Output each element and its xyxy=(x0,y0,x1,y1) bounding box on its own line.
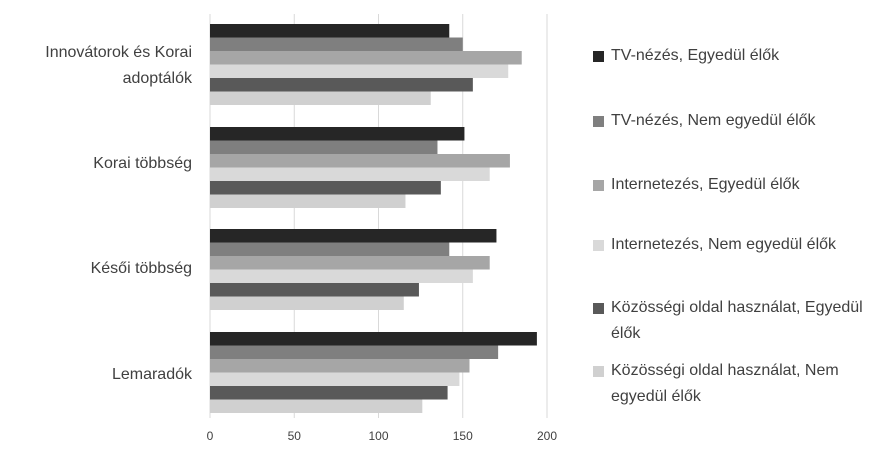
legend-swatch xyxy=(593,303,604,314)
legend-swatch xyxy=(593,366,604,377)
bar xyxy=(210,296,404,310)
x-tick-label: 200 xyxy=(537,429,557,443)
bar xyxy=(210,64,509,78)
bar xyxy=(210,181,441,195)
bar xyxy=(210,91,431,105)
bar xyxy=(210,154,510,168)
x-tick-label: 150 xyxy=(453,429,473,443)
x-axis-ticks: 0 50 100 150 200 xyxy=(207,429,558,443)
bar xyxy=(210,167,490,181)
legend-label: Közösségi oldal használat, Nem egyedül é… xyxy=(611,362,839,405)
legend-label: Internetezés, Egyedül élők xyxy=(611,176,800,193)
category-label: Innovátorok és Korai adoptálók xyxy=(45,44,192,87)
legend-swatch xyxy=(593,116,604,127)
bar xyxy=(210,229,497,243)
bar xyxy=(210,345,499,359)
bar xyxy=(210,372,460,386)
legend-label: Internetezés, Nem egyedül élők xyxy=(611,236,837,253)
bar xyxy=(210,399,423,413)
legend-label: TV-nézés, Egyedül élők xyxy=(611,47,780,64)
legend-label: TV-nézés, Nem egyedül élők xyxy=(611,112,816,129)
bar xyxy=(210,24,450,38)
bars xyxy=(210,24,537,413)
bar xyxy=(210,78,473,92)
legend-swatch xyxy=(593,240,604,251)
category-label: Késői többség xyxy=(90,260,192,277)
x-tick-label: 100 xyxy=(368,429,388,443)
bar xyxy=(210,283,419,297)
bar xyxy=(210,51,522,65)
legend-swatch xyxy=(593,180,604,191)
bar xyxy=(210,140,438,154)
bar xyxy=(210,256,490,270)
bar xyxy=(210,359,470,373)
bar xyxy=(210,194,406,208)
bar xyxy=(210,386,448,400)
category-label: Korai többség xyxy=(93,155,192,172)
x-tick-label: 0 xyxy=(207,429,214,443)
bar xyxy=(210,127,465,141)
bar xyxy=(210,332,537,346)
bar xyxy=(210,242,450,256)
legend-label: Közösségi oldal használat, Egyedül élők xyxy=(611,299,863,342)
category-label: Lemaradók xyxy=(111,366,192,383)
legend-swatch xyxy=(593,51,604,62)
x-tick-label: 50 xyxy=(288,429,302,443)
bar xyxy=(210,269,473,283)
bar xyxy=(210,37,463,51)
